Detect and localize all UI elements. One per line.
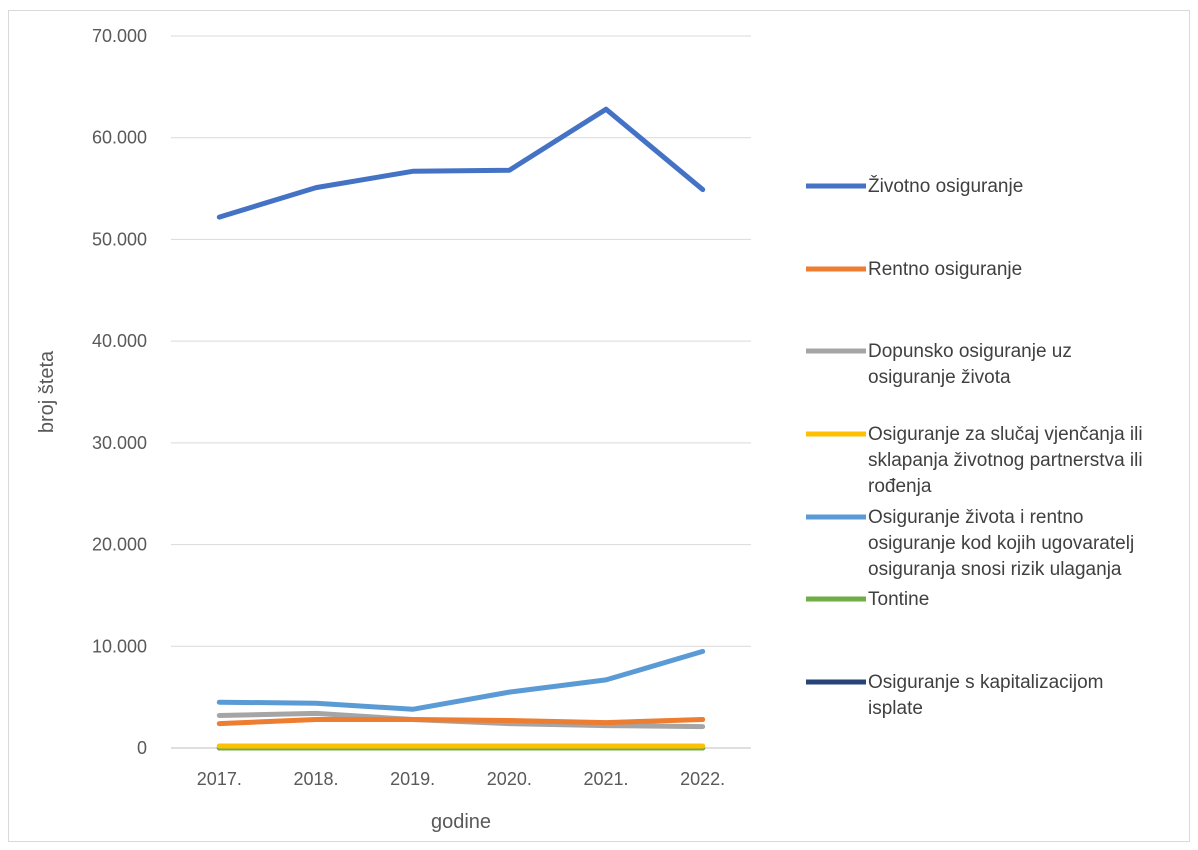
series-line [216, 717, 706, 727]
legend-label: Rentno osiguranje [868, 259, 1022, 280]
legend-item: Rentno osiguranje [806, 259, 1022, 280]
legend-item: Osiguranje s kapitalizacijom isplate [806, 672, 1104, 719]
chart-frame: 0 10.000 20.000 30.000 40.000 50.000 60.000 70.… [8, 10, 1190, 842]
legend: Životno osiguranje Rentno osiguranje Dopun… [806, 175, 1143, 719]
gridlines [171, 35, 751, 749]
legend-label: Dopunsko osiguranje uz osiguranje života [868, 341, 1072, 388]
y-tick-label: 70.000 [92, 26, 147, 46]
legend-item: Tontine [806, 589, 929, 610]
y-tick-label: 50.000 [92, 229, 147, 249]
x-tick-label: 2017. [197, 769, 242, 789]
legend-item: Životno osiguranje [806, 175, 1023, 197]
y-axis-title: broj šteta [36, 350, 58, 433]
x-tick-label: 2019. [390, 769, 435, 789]
y-tick-label: 40.000 [92, 331, 147, 351]
x-axis-title: godine [431, 811, 491, 833]
legend-label: Tontine [868, 589, 929, 610]
series-line [216, 106, 706, 220]
x-tick-label: 2021. [583, 769, 628, 789]
legend-item: Dopunsko osiguranje uz osiguranje života [806, 341, 1072, 388]
series-lines [216, 106, 706, 751]
legend-item: Osiguranje za slučaj vjenčanja ili sklapa… [806, 424, 1143, 497]
x-tick-label: 2018. [293, 769, 338, 789]
series-line [216, 648, 706, 712]
y-tick-label: 10.000 [92, 636, 147, 656]
y-tick-label: 60.000 [92, 128, 147, 148]
x-tick-label: 2020. [487, 769, 532, 789]
legend-item: Osiguranje života i rentno osiguranje kod… [806, 507, 1134, 580]
y-tick-label: 0 [137, 738, 147, 758]
legend-label: Osiguranje za slučaj vjenčanja ili sklapa… [868, 424, 1143, 497]
legend-label: Osiguranje života i rentno osiguranje kod… [868, 507, 1134, 580]
y-tick-label: 20.000 [92, 535, 147, 555]
x-axis-ticks: 2017. 2018. 2019. 2020. 2021. 2022. [197, 769, 725, 789]
legend-label: Osiguranje s kapitalizacijom isplate [868, 672, 1104, 719]
y-tick-label: 30.000 [92, 433, 147, 453]
x-tick-label: 2022. [680, 769, 725, 789]
line-chart: 0 10.000 20.000 30.000 40.000 50.000 60.000 70.… [36, 26, 1143, 833]
legend-label: Životno osiguranje [868, 175, 1023, 197]
y-axis-ticks: 0 10.000 20.000 30.000 40.000 50.000 60.000 70.… [92, 26, 147, 758]
